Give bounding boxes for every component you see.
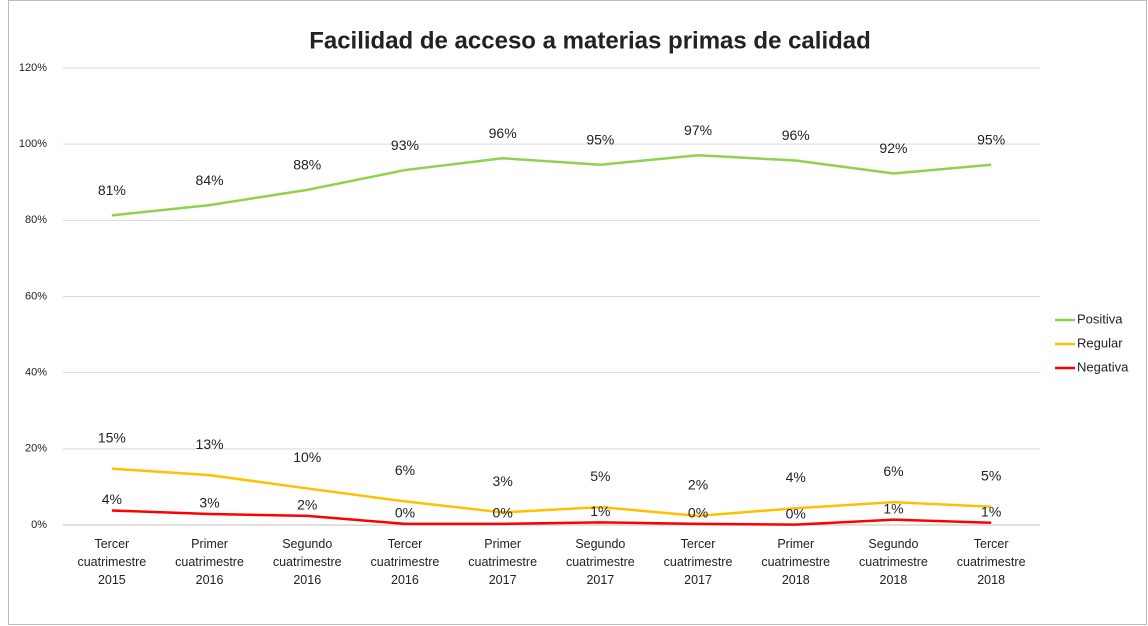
data-label: 13%	[196, 436, 224, 452]
chart-border	[8, 0, 1147, 625]
y-tick-label: 20%	[25, 443, 47, 455]
data-label: 93%	[391, 137, 419, 153]
data-label: 4%	[786, 469, 806, 485]
data-label: 0%	[688, 505, 708, 521]
data-label: 6%	[883, 463, 903, 479]
data-label: 84%	[196, 172, 224, 188]
data-label: 1%	[883, 500, 903, 516]
x-tick-label: Tercer cuatrimestre 2015	[77, 537, 146, 587]
data-label: 0%	[786, 505, 806, 521]
x-tick-label: Tercer cuatrimestre 2016	[371, 537, 440, 587]
y-tick-label: 0%	[31, 519, 47, 531]
data-label: 1%	[981, 503, 1001, 519]
x-tick-label: Primer cuatrimestre 2017	[468, 537, 537, 587]
y-tick-label: 120%	[19, 62, 47, 74]
line	[111, 509, 992, 526]
data-label: 97%	[684, 122, 712, 138]
x-tick-label: Primer cuatrimestre 2018	[761, 537, 830, 587]
data-label: 2%	[688, 477, 708, 493]
y-tick-label: 40%	[25, 367, 47, 379]
x-tick-label: Segundo cuatrimestre 2017	[566, 537, 635, 587]
data-label: 92%	[879, 140, 907, 156]
chart-title: Facilidad de acceso a materias primas de…	[309, 27, 871, 54]
legend-label: Positiva	[1077, 311, 1123, 326]
y-tick-label: 60%	[25, 290, 47, 302]
x-tick-label: Segundo cuatrimestre 2018	[859, 537, 928, 587]
x-tick-label: Tercer cuatrimestre 2018	[957, 537, 1026, 587]
line	[111, 153, 992, 217]
data-label: 10%	[293, 449, 321, 465]
data-label: 96%	[782, 127, 810, 143]
x-tick-label: Segundo cuatrimestre 2016	[273, 537, 342, 587]
data-label: 95%	[586, 131, 614, 147]
data-label: 4%	[102, 491, 122, 507]
data-label: 0%	[395, 505, 415, 521]
data-label: 96%	[489, 125, 517, 141]
x-tick-label: Primer cuatrimestre 2016	[175, 537, 244, 587]
data-label: 1%	[590, 503, 610, 519]
data-label: 81%	[98, 182, 126, 198]
y-tick-label: 80%	[25, 214, 47, 226]
data-label: 5%	[981, 467, 1001, 483]
data-label: 2%	[297, 497, 317, 513]
data-label: 88%	[293, 157, 321, 173]
data-label: 95%	[977, 131, 1005, 147]
data-label: 5%	[590, 468, 610, 484]
x-tick-label: Tercer cuatrimestre 2017	[664, 537, 733, 587]
y-tick-label: 100%	[19, 138, 47, 150]
legend-label: Negativa	[1077, 359, 1129, 374]
line	[111, 467, 992, 518]
data-label: 15%	[98, 429, 126, 445]
data-label: 0%	[493, 505, 513, 521]
legend-label: Regular	[1077, 335, 1123, 350]
data-label: 6%	[395, 462, 415, 478]
data-label: 3%	[199, 495, 219, 511]
data-label: 3%	[493, 473, 513, 489]
